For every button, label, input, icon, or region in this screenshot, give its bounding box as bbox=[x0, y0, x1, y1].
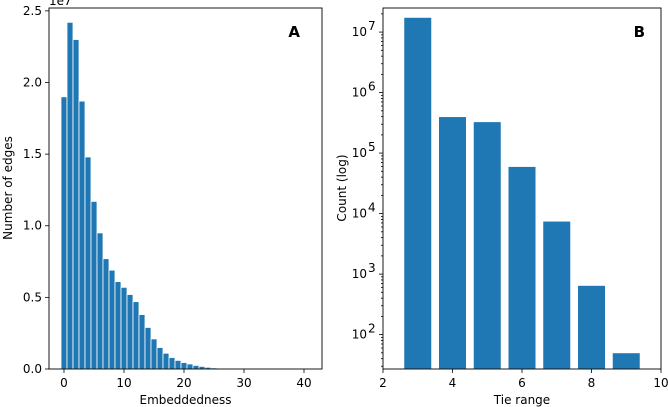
panel-b-xtick-label: 8 bbox=[588, 376, 596, 390]
panel-b-bar bbox=[472, 121, 502, 370]
panel-b-xtick-label: 6 bbox=[518, 376, 526, 390]
panel-b-ytick-label: 10 bbox=[352, 146, 367, 160]
panel-b-ytick-label: 10 bbox=[352, 328, 367, 342]
panel-b-bar bbox=[403, 16, 433, 370]
panel-a-ytick-label: 0.0 bbox=[23, 362, 42, 376]
panel-b-ylabel: Count (log) bbox=[335, 154, 349, 221]
panel-b-ytick-exponent: 4 bbox=[368, 201, 376, 215]
panel-a-ticks: 0 10 20 30 40 0.0 0.5 1.0 1.5 2.0 2.5 bbox=[23, 4, 312, 390]
panel-b-ytick-exponent: 2 bbox=[368, 322, 376, 336]
panel-a-bar bbox=[174, 360, 182, 370]
panel-a-bar bbox=[66, 21, 74, 370]
panel-b-ytick-exponent: 5 bbox=[368, 140, 376, 154]
panel-a-xtick-label: 0 bbox=[60, 376, 68, 390]
panel-a-bar bbox=[108, 269, 116, 370]
panel-a-ytick-label: 1.5 bbox=[23, 147, 42, 161]
panel-b-label: B bbox=[634, 23, 645, 41]
panel-b-bars bbox=[403, 16, 641, 370]
panel-b-xlabel: Tie range bbox=[493, 393, 550, 407]
panel-a-bar bbox=[78, 100, 86, 370]
panel-b-bar bbox=[507, 166, 537, 370]
panel-a-axes-frame bbox=[48, 7, 323, 370]
panel-a-bar bbox=[180, 362, 188, 370]
panel-a-xlabel: Embeddedness bbox=[140, 393, 232, 407]
panel-b-ytick-exponent: 6 bbox=[368, 80, 376, 94]
panel-a-bar bbox=[186, 363, 194, 370]
panel-a-ytick-label: 0.5 bbox=[23, 290, 42, 304]
panel-a-bar bbox=[84, 156, 92, 370]
panel-a-bars bbox=[60, 21, 308, 370]
panel-a-ytick-label: 1.0 bbox=[23, 219, 42, 233]
panel-a-bar bbox=[114, 281, 122, 370]
panel-a-bar bbox=[168, 357, 176, 370]
panel-b-ytick-exponent: 7 bbox=[368, 19, 376, 33]
panel-a-ylabel: Number of edges bbox=[1, 136, 15, 240]
panel-b-xtick-label: 4 bbox=[449, 376, 457, 390]
panel-a-offset-text: 1e7 bbox=[49, 0, 72, 8]
panel-a-bar bbox=[156, 347, 164, 370]
panel-a-bar bbox=[144, 327, 152, 370]
panel-b-ytick-label: 10 bbox=[352, 207, 367, 221]
panel-a-xtick-label: 10 bbox=[116, 376, 131, 390]
panel-a-xtick-label: 30 bbox=[236, 376, 251, 390]
panel-b-bar bbox=[438, 116, 467, 370]
panel-b-bar bbox=[542, 220, 572, 370]
panel-a-bar bbox=[150, 338, 158, 370]
panel-b-ytick-exponent: 3 bbox=[368, 261, 376, 275]
panel-a-xtick-label: 20 bbox=[176, 376, 191, 390]
panel-b-xtick-label: 10 bbox=[653, 376, 668, 390]
panel-a-bar bbox=[72, 39, 80, 370]
panel-a-embeddedness-histogram: 0 10 20 30 40 0.0 0.5 1.0 1.5 2.0 2.5 1e7 A Embedd… bbox=[1, 0, 323, 407]
panel-b-bar bbox=[577, 285, 606, 370]
panel-a-xtick-label: 40 bbox=[296, 376, 311, 390]
panel-a-ytick-label: 2.0 bbox=[23, 75, 42, 89]
panel-b-xtick-label: 2 bbox=[379, 376, 387, 390]
panel-a-bar bbox=[102, 258, 110, 370]
panel-a-ytick-label: 2.5 bbox=[23, 4, 42, 18]
panel-a-bar bbox=[192, 365, 200, 370]
panel-a-bar bbox=[162, 352, 170, 370]
panel-a-label: A bbox=[288, 23, 300, 41]
panel-a-bar bbox=[138, 314, 146, 370]
panel-a-bar bbox=[96, 232, 104, 370]
panel-a-bar bbox=[90, 200, 98, 370]
panel-a-bar bbox=[126, 294, 134, 370]
panel-a-bar bbox=[120, 286, 128, 370]
panel-b-ytick-label: 10 bbox=[352, 86, 367, 100]
panel-b-axes-frame bbox=[382, 7, 662, 370]
panel-b-ytick-label: 10 bbox=[352, 25, 367, 39]
panel-a-bar bbox=[132, 301, 140, 370]
panel-b-ytick-label: 10 bbox=[352, 267, 367, 281]
panel-b-bar bbox=[611, 352, 641, 370]
panel-a-bar bbox=[60, 96, 68, 370]
